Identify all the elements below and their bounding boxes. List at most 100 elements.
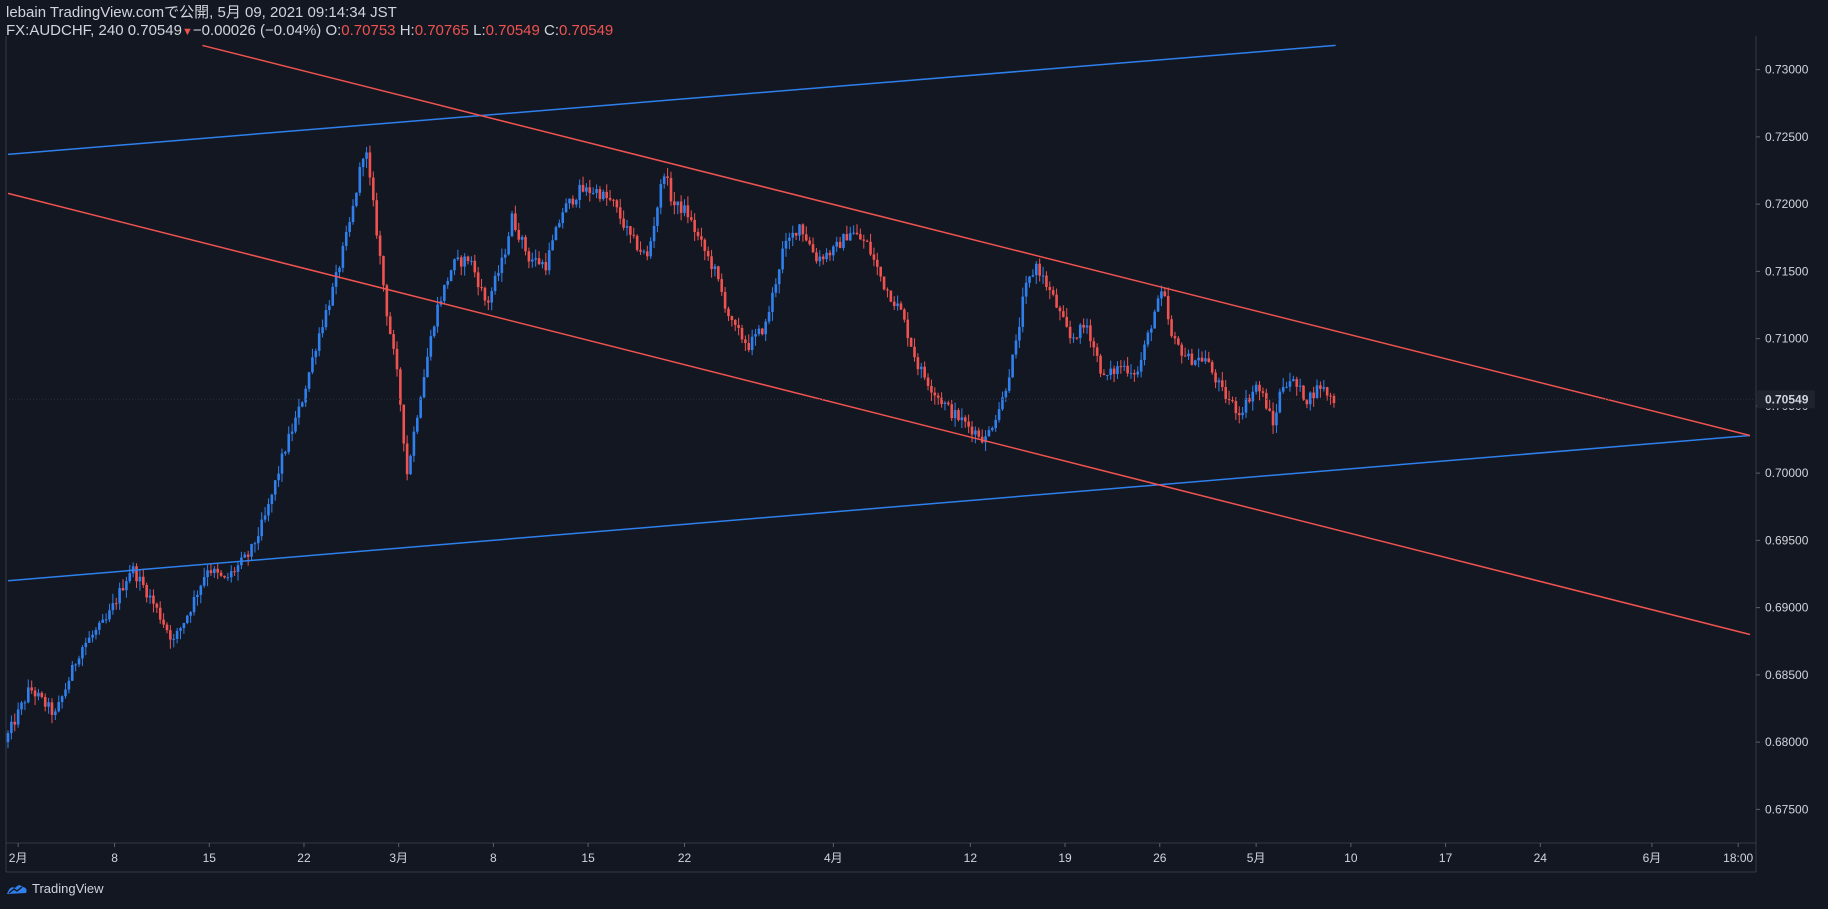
candle-body [1244,398,1248,413]
trendline-2[interactable] [7,434,1751,582]
candle-body [615,200,619,208]
candle-body [1234,401,1238,414]
trendline-4[interactable] [7,192,1751,636]
candle-body [832,246,835,256]
candle-body [1004,390,1008,398]
candle-body [848,233,852,241]
candle-body [984,436,987,443]
candle-body [818,256,822,262]
candle-body [781,248,784,270]
candle-body [1214,372,1217,383]
candle-body [882,276,886,290]
trendline-1[interactable] [7,44,1336,156]
symbol-interval[interactable]: FX:AUDCHF, 240 [6,22,124,39]
candle-body [940,397,943,405]
candle-body [689,217,693,220]
candle-body [530,259,534,262]
candle-body [909,337,913,347]
price-tick-label: 0.68500 [1765,668,1809,682]
candle-body [77,658,81,665]
candle-body [412,431,416,456]
price-chart[interactable]: 0.67500 0.68000 0.68500 0.69000 0.69500 0.700… [0,0,1828,880]
candle-body [679,201,683,213]
time-tick-label: 4月 [824,851,843,865]
candle-body [128,573,132,582]
candle-body [686,205,690,218]
candle-body [172,638,176,640]
candle-body [963,417,967,422]
candle-body [1089,325,1092,342]
candle-body [138,576,142,582]
candle-body [287,433,291,452]
trendlines[interactable] [7,44,1751,636]
candle-body [290,431,294,434]
candle-body [1271,410,1275,426]
candle-body [761,328,764,335]
candle-body [145,584,148,598]
time-tick-label: 18:00 [1723,851,1753,865]
time-axis[interactable]: 2月 8 15 22 3月 8 15 22 4月 12 19 26 5月 10 17 24 6月 18:00 [9,843,1754,865]
candle-body [121,587,125,591]
candle-body [307,372,311,389]
candle-body [764,321,767,335]
candle-body [1278,391,1282,413]
candle-body [67,680,71,690]
candle-body [118,587,121,604]
candle-body [459,257,463,267]
candle-body [1007,377,1011,391]
open-label: O: [325,22,342,39]
candle-body [219,572,223,576]
candle-body [1018,326,1021,341]
candle-body [1156,298,1160,312]
candle-body [977,430,981,437]
candle-body [206,570,209,578]
candle-body [1227,399,1231,401]
candle-body [1210,362,1214,373]
candle-body [213,568,216,573]
candle-body [1332,396,1336,404]
candle-body [713,266,717,270]
candle-body [182,622,186,629]
candle-body [23,702,27,704]
candle-body [798,224,801,236]
candle-body [466,256,470,262]
candle-body [189,612,192,616]
candle-body [98,622,101,630]
candle-body [1082,324,1085,328]
candle-body [47,702,50,707]
candle-body [365,152,368,159]
chart-background [0,0,1828,880]
price-tick-label: 0.70000 [1765,466,1809,480]
candle-body [514,213,517,230]
candle-body [392,334,395,349]
candle-body [1055,294,1058,308]
trendline-3[interactable] [202,44,1751,437]
candle-body [892,301,896,306]
price-axis[interactable]: 0.67500 0.68000 0.68500 0.69000 0.69500 0.700… [1756,63,1809,817]
candle-body [43,697,47,707]
candle-body [101,619,105,623]
candle-body [1288,381,1292,387]
candle-body [649,241,652,257]
candle-body [1200,357,1204,362]
candle-body [1237,413,1241,416]
candle-body [60,696,64,703]
candle-body [1241,412,1244,416]
candle-body [111,603,115,611]
candle-body [216,568,220,573]
time-tick-label: 2月 [9,851,28,865]
candle-body [470,260,473,262]
candle-body [402,404,406,444]
candle-body [730,316,734,321]
candle-body [1204,358,1207,362]
candle-body [588,187,592,194]
candle-body [1322,387,1326,389]
time-tick-label: 17 [1439,851,1453,865]
candle-body [808,240,811,245]
candle-body [896,303,899,306]
candle-body [554,227,558,241]
candle-body [257,536,260,544]
tradingview-brand[interactable]: TradingView [32,881,104,896]
candle-body [957,410,960,421]
candle-body [733,320,737,325]
